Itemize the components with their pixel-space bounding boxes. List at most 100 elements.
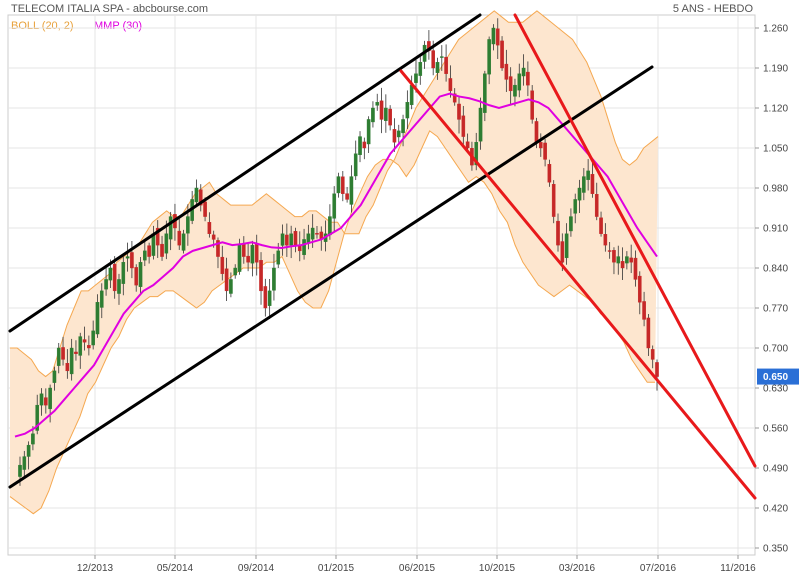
candle — [650, 345, 655, 369]
candle — [530, 85, 534, 124]
candle — [220, 245, 225, 281]
x-tick-label: 05/2014 — [157, 563, 194, 574]
candle — [418, 55, 423, 85]
candle — [620, 247, 625, 280]
candle — [637, 271, 642, 315]
candle — [82, 326, 87, 351]
candle — [392, 118, 397, 152]
x-tick-label: 06/2015 — [399, 563, 436, 574]
candle — [121, 256, 126, 296]
candle — [177, 218, 182, 250]
candle — [556, 213, 560, 252]
candle — [52, 366, 57, 391]
candle — [478, 97, 483, 150]
candle — [315, 226, 319, 239]
candle — [345, 186, 349, 203]
candle — [573, 193, 578, 224]
candle — [332, 186, 336, 232]
candle — [603, 223, 608, 252]
candle — [500, 36, 504, 71]
candle — [371, 101, 375, 128]
candle — [138, 256, 143, 295]
candle — [590, 163, 595, 198]
candle — [655, 359, 659, 391]
candle — [483, 70, 487, 122]
y-tick-label: 0.490 — [763, 464, 788, 475]
candle — [366, 116, 371, 153]
mmp-line — [14, 92, 658, 438]
candle — [285, 223, 289, 257]
candle — [633, 250, 638, 287]
y-tick-label: 0.560 — [763, 424, 788, 435]
candle — [513, 78, 517, 107]
channel-lower-line — [8, 65, 654, 489]
candle — [155, 220, 160, 258]
candle — [586, 159, 590, 191]
candle — [56, 342, 61, 374]
candle — [616, 245, 621, 275]
candle — [375, 93, 380, 111]
candle — [61, 336, 65, 366]
candle — [194, 179, 199, 206]
candle — [99, 283, 104, 319]
y-tick-label: 0.840 — [763, 264, 788, 275]
candle — [504, 49, 509, 92]
y-tick-label: 1.260 — [763, 24, 788, 35]
y-tick-label: 1.050 — [763, 144, 788, 155]
candle — [538, 133, 543, 157]
candle — [362, 137, 367, 160]
candle — [517, 63, 522, 98]
candle — [35, 394, 40, 435]
candle — [461, 105, 466, 146]
downtrend-inner-line — [513, 13, 757, 468]
candle — [349, 165, 354, 213]
candle — [625, 251, 629, 270]
x-tick-label: 11/2016 — [720, 563, 756, 574]
y-tick-label: 1.120 — [763, 104, 788, 115]
candle — [599, 211, 603, 237]
candle — [358, 131, 362, 163]
candle — [427, 30, 431, 60]
last-price-bg — [757, 368, 799, 385]
candle — [491, 24, 496, 51]
candle — [594, 182, 599, 221]
candle — [74, 340, 78, 361]
x-tick-label: 09/2014 — [238, 563, 275, 574]
x-tick-label: 10/2015 — [479, 563, 516, 574]
y-tick-label: 1.190 — [763, 64, 788, 75]
y-tick-label: 0.910 — [763, 224, 788, 235]
candle — [263, 278, 268, 317]
candle — [448, 65, 453, 98]
candle — [642, 291, 646, 327]
candle — [289, 225, 293, 259]
candle — [91, 320, 95, 350]
candle — [439, 45, 444, 71]
candle — [435, 57, 440, 80]
candle — [160, 235, 164, 261]
candle — [569, 208, 573, 237]
candle — [521, 54, 526, 86]
candle — [207, 212, 212, 238]
candle — [233, 264, 238, 279]
candle — [246, 242, 250, 272]
candle — [224, 257, 229, 302]
candle — [396, 124, 401, 144]
candle — [259, 252, 263, 305]
legend-mmp: MMP (30) — [94, 20, 143, 32]
candle — [250, 240, 255, 277]
candle — [134, 264, 139, 292]
candle — [69, 338, 74, 381]
candle — [646, 314, 651, 356]
y-tick-label: 0.350 — [763, 544, 788, 555]
candle — [495, 18, 500, 59]
last-price-badge: 0.650 — [757, 368, 799, 385]
candle — [272, 253, 276, 301]
candle — [388, 105, 392, 131]
candle — [607, 241, 612, 259]
candle — [229, 272, 233, 298]
candle — [112, 256, 117, 299]
candle — [422, 40, 427, 69]
candle — [117, 273, 121, 305]
candle — [384, 94, 388, 133]
